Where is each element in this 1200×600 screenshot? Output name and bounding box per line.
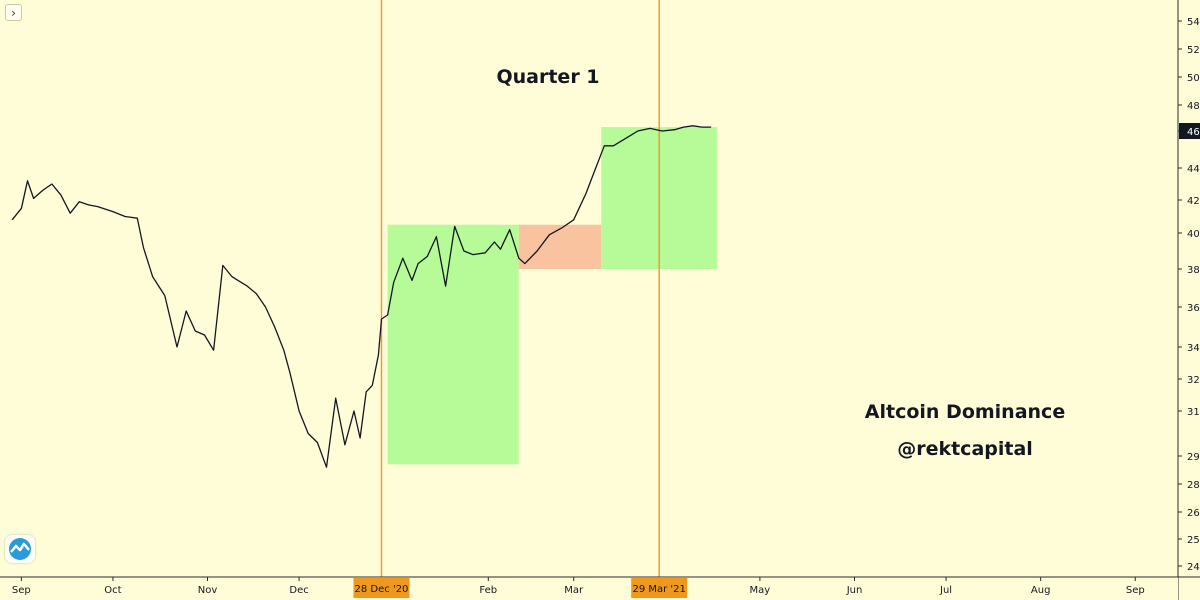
y-tick-label: 29	[1187, 452, 1200, 463]
y-tick-label: 52	[1187, 45, 1200, 56]
y-tick-label: 40	[1187, 229, 1200, 240]
y-tick-label: 38	[1187, 265, 1200, 276]
marker-date-tag-1	[353, 578, 410, 598]
x-tick-label: Sep	[12, 585, 31, 596]
y-tick-label: 42	[1187, 196, 1200, 207]
y-tick-label: 24	[1187, 562, 1200, 573]
y-tick-label: 36	[1187, 303, 1200, 314]
marker-date-label-2: 29 Mar '21	[632, 584, 685, 595]
collapse-chevron-icon[interactable]: ›	[5, 4, 22, 21]
chart-title: Quarter 1	[496, 66, 600, 88]
x-tick-label: Dec	[289, 585, 308, 596]
marker-lines	[380, 0, 660, 577]
x-tick-label: Nov	[198, 585, 218, 596]
y-tick-label: 44	[1187, 164, 1200, 175]
x-tick-label: Mar	[564, 585, 584, 596]
marker-date-tag-2	[631, 578, 688, 598]
x-tick-label: Aug	[1031, 585, 1051, 596]
range-boxes	[387, 127, 718, 465]
y-tick-label: 34	[1187, 343, 1200, 354]
y-tick-label: 26	[1187, 508, 1200, 519]
y-axis-background	[1178, 0, 1200, 600]
x-axis-background	[0, 577, 1178, 600]
y-axis: 24252628293132343638404244464850525446	[1177, 0, 1200, 600]
y-tick-label: 32	[1187, 375, 1200, 386]
range-box-2	[518, 224, 602, 269]
y-tick-label: 50	[1187, 73, 1200, 84]
x-tick-label: Sep	[1126, 585, 1145, 596]
y-tick-label: 31	[1187, 407, 1200, 418]
y-tick-label: 48	[1187, 101, 1200, 112]
x-tick-label: May	[750, 585, 771, 596]
y-tick-label: 28	[1187, 480, 1200, 491]
y-tick-label: 54	[1187, 17, 1200, 28]
marker-date-label-1: 28 Dec '20	[355, 584, 409, 595]
altcoin-dominance-line	[11, 125, 712, 468]
x-tick-label: Oct	[104, 585, 121, 596]
current-value-label: 46	[1187, 127, 1200, 138]
x-tick-label: Jul	[939, 585, 952, 596]
tradingview-logo-icon	[5, 535, 35, 563]
x-tick-label: Feb	[479, 585, 497, 596]
range-box-1	[387, 224, 519, 465]
y-tick-label: 25	[1187, 535, 1200, 546]
x-tick-label: Jun	[846, 585, 863, 596]
current-value-tag	[1179, 123, 1200, 139]
annotation-altcoin-dominance: Altcoin Dominance	[864, 401, 1066, 423]
annotation-author: @rektcapital	[897, 438, 1033, 460]
x-axis: Sep Oct Nov Dec Feb Mar May Jun Jul Aug Sep 28 Dec …	[0, 576, 1200, 600]
